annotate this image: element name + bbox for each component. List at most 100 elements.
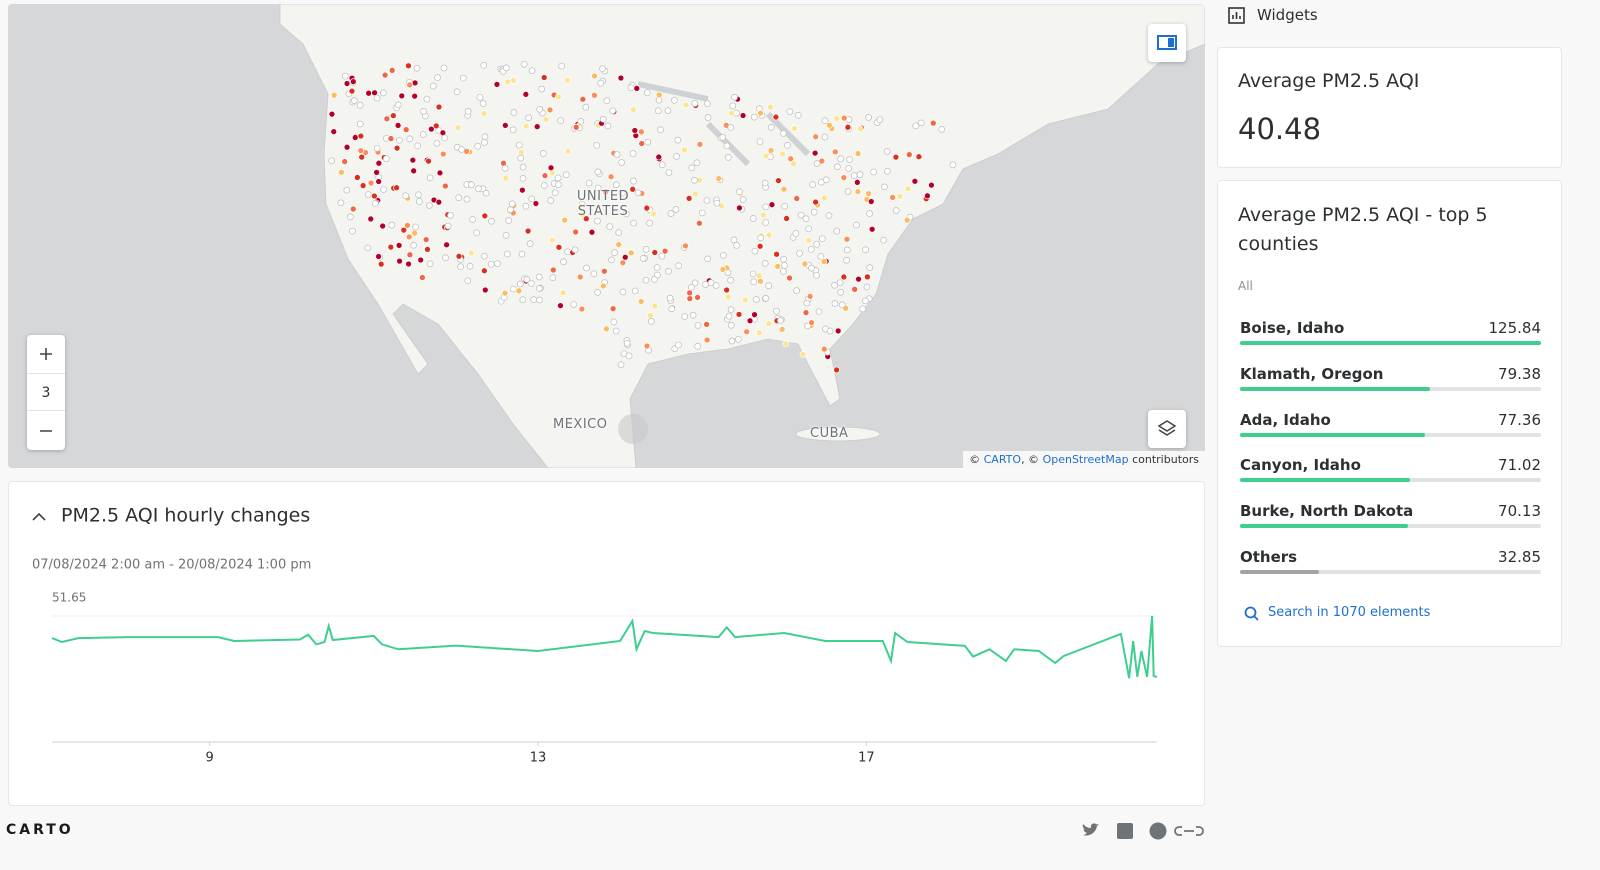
map-point [889,194,896,201]
map-point [767,147,775,154]
map-point [834,163,841,171]
map-point [638,140,646,147]
map-point [938,126,946,133]
category-row[interactable]: Boise, Idaho 125.84 [1240,319,1541,347]
map-point [862,246,869,254]
map-point [536,105,544,113]
map-point [644,138,652,146]
map-point [719,133,727,141]
map-point [643,89,651,97]
twitter-icon[interactable] [1082,823,1099,836]
map-point [510,77,517,84]
map-point [840,174,848,181]
map[interactable]: UNITED STATES MEXICO CUBA 3 © CARTO, © O… [8,4,1205,468]
map-point [343,186,351,194]
map-point [786,274,793,282]
map-point [783,215,790,222]
map-point [806,293,814,300]
map-point [405,260,412,268]
attribution-link[interactable]: OpenStreetMap [1042,453,1129,466]
category-row[interactable]: Ada, Idaho 77.36 [1240,411,1541,439]
map-point [682,242,689,250]
map-point [578,305,586,313]
map-point [582,103,590,111]
toggle-panel-button[interactable] [1148,24,1186,62]
icon [1157,35,1177,50]
category-row[interactable]: Others 32.85 [1240,548,1541,576]
map-point [735,335,742,343]
layers-button[interactable] [1148,410,1186,448]
map-point [725,312,733,320]
map-point [603,325,610,333]
collapse-icon[interactable] [32,512,46,521]
map-point [837,155,844,163]
map-point [782,340,790,348]
map-point [799,351,807,358]
map-point [665,267,672,275]
map-point [688,283,695,291]
map-point [420,108,427,115]
logo[interactable]: CARTO [6,822,74,838]
zoom-out[interactable] [27,412,65,450]
map-point [351,134,359,141]
facebook-icon[interactable] [1149,822,1167,840]
map-point [463,195,471,203]
chart-title: PM2.5 AQI hourly changes [61,505,310,527]
map-point [502,232,510,239]
map-point [856,171,864,179]
map-point [621,253,629,261]
map-point [379,222,387,230]
map-point [928,181,935,189]
zoom-in[interactable] [27,335,65,373]
map-point [522,90,530,98]
map-point [728,337,736,345]
map-point [468,249,475,257]
map-point [851,285,859,293]
category-row[interactable]: Burke, North Dakota 70.13 [1240,502,1541,530]
category-row[interactable]: Klamath, Oregon 79.38 [1240,365,1541,393]
map-point [410,241,418,249]
map-point [792,230,800,237]
category-row[interactable]: Canyon, Idaho 71.02 [1240,456,1541,484]
map-point [647,312,654,319]
linkedin-icon[interactable] [1117,823,1133,839]
map-point [813,240,821,248]
map-point [594,217,601,225]
map-point [741,296,749,304]
map-point [572,123,580,131]
map-point [707,279,715,287]
map-point [762,152,770,160]
map-point [865,190,872,198]
map-point [563,76,571,84]
search-link[interactable]: Search in 1070 elements [1268,605,1431,620]
map-point [629,150,637,157]
map-point [691,100,699,107]
map-point [379,89,387,97]
map-point [439,150,447,158]
map-point [755,329,763,337]
map-point [466,262,474,270]
attribution-link[interactable]: CARTO [983,453,1022,466]
map-point [759,211,767,219]
map-point [691,190,699,198]
map-point [404,222,411,229]
map-point [658,252,666,260]
attribution: © CARTO, © OpenStreetMap contributors [963,451,1205,468]
map-point [730,236,738,244]
map-point [694,322,702,329]
map-point [896,193,904,200]
map-point [675,341,682,349]
map-point [929,119,937,127]
map-point [515,287,523,295]
link-icon[interactable] [1174,826,1204,836]
map-point [443,241,450,249]
map-point [524,227,532,235]
map-point [696,140,704,148]
map-point [608,256,615,264]
map-point [414,142,421,150]
map-point [555,93,562,101]
x-tick-label: 9 [205,751,213,766]
island [795,426,881,442]
map-point [803,299,811,307]
bar-track [1240,478,1541,483]
